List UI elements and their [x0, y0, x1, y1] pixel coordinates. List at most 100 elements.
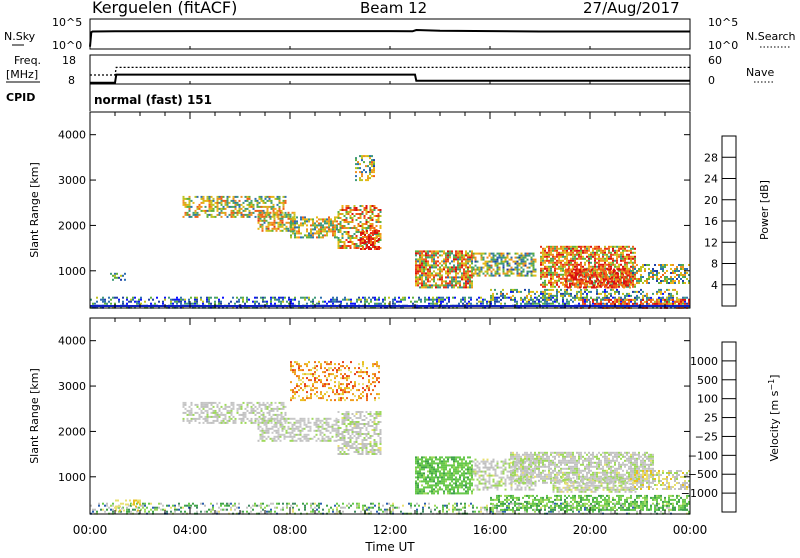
- heatmap-cell: [483, 263, 485, 265]
- heatmap-cell: [603, 281, 605, 283]
- heatmap-cell: [523, 259, 525, 261]
- heatmap-cell: [258, 216, 260, 218]
- heatmap-cell: [237, 412, 239, 414]
- heatmap-cell: [425, 256, 427, 258]
- heatmap-cell: [560, 252, 562, 254]
- heatmap-cell: [206, 297, 208, 299]
- heatmap-cell: [334, 216, 336, 218]
- heatmap-cell: [568, 293, 570, 295]
- heatmap-cell: [600, 299, 602, 301]
- heatmap-cell: [544, 260, 546, 262]
- heatmap-cell: [170, 303, 172, 305]
- heatmap-cell: [544, 268, 546, 270]
- heatmap-cell: [544, 280, 546, 282]
- heatmap-cell: [552, 260, 554, 262]
- heatmap-cell: [110, 303, 112, 305]
- heatmap-cell: [525, 255, 527, 257]
- heatmap-cell: [229, 196, 231, 198]
- heatmap-cell: [616, 291, 618, 293]
- heatmap-cell: [493, 269, 495, 271]
- heatmap-cell: [200, 299, 202, 301]
- heatmap-cell: [572, 258, 574, 260]
- heatmap-cell: [463, 270, 465, 272]
- heatmap-cell: [594, 266, 596, 268]
- heatmap-cell: [134, 297, 136, 299]
- heatmap-cell: [134, 301, 136, 303]
- heatmap-cell: [626, 266, 628, 268]
- heatmap-cell: [280, 297, 282, 299]
- heatmap-cell: [566, 511, 568, 513]
- heatmap-cell: [584, 252, 586, 254]
- heatmap-cell: [185, 404, 187, 406]
- heatmap-cell: [330, 220, 332, 222]
- heatmap-cell: [144, 503, 146, 505]
- heatmap-cell: [201, 210, 203, 212]
- heatmap-cell: [215, 414, 217, 416]
- heatmap-cell: [544, 272, 546, 274]
- heatmap-cell: [150, 303, 152, 305]
- heatmap-cell: [227, 412, 229, 414]
- power-heatmap: [90, 155, 690, 309]
- heatmap-cell: [433, 262, 435, 264]
- heatmap-cell: [354, 227, 356, 229]
- heatmap-cell: [373, 159, 375, 161]
- heatmap-cell: [585, 275, 587, 277]
- heatmap-cell: [332, 303, 334, 305]
- heatmap-cell: [590, 262, 592, 264]
- heatmap-cell: [516, 291, 518, 293]
- heatmap-cell: [229, 412, 231, 414]
- cpid-label: CPID: [6, 91, 35, 104]
- heatmap-cell: [239, 404, 241, 406]
- heatmap-cell: [632, 264, 634, 266]
- heatmap-cell: [207, 412, 209, 414]
- heatmap-cell: [359, 171, 361, 173]
- heatmap-cell: [648, 274, 650, 276]
- heatmap-cell: [447, 270, 449, 272]
- heatmap-cell: [376, 236, 378, 238]
- heatmap-cell: [630, 274, 632, 276]
- heatmap-cell: [189, 202, 191, 204]
- heatmap-cell: [544, 248, 546, 250]
- heatmap-cell: [660, 299, 662, 301]
- heatmap-cell: [227, 420, 229, 422]
- heatmap-cell: [222, 509, 224, 511]
- heatmap-cell: [552, 297, 554, 299]
- heatmap-cell: [318, 301, 320, 303]
- heatmap-cell: [531, 253, 533, 255]
- heatmap-cell: [322, 228, 324, 230]
- heatmap-cell: [566, 256, 568, 258]
- heatmap-cell: [191, 408, 193, 410]
- heatmap-cell: [546, 301, 548, 303]
- heatmap-cell: [600, 264, 602, 266]
- heatmap-cell: [451, 280, 453, 282]
- heatmap-cell: [544, 284, 546, 286]
- heatmap-cell: [211, 196, 213, 198]
- heatmap-cell: [292, 503, 294, 505]
- heatmap-cell: [372, 244, 374, 246]
- heatmap-cell: [417, 282, 419, 284]
- heatmap-cell: [449, 266, 451, 268]
- heatmap-cell: [605, 275, 607, 277]
- heatmap-cell: [266, 212, 268, 214]
- heatmap-cell: [608, 250, 610, 252]
- heatmap-cell: [255, 216, 257, 218]
- heatmap-cell: [461, 278, 463, 280]
- heatmap-cell: [522, 299, 524, 301]
- heatmap-cell: [326, 226, 328, 228]
- heatmap-cell: [682, 268, 684, 270]
- heatmap-cell: [344, 215, 346, 217]
- heatmap-cell: [429, 274, 431, 276]
- heatmap-cell: [613, 275, 615, 277]
- heatmap-cell: [491, 259, 493, 261]
- heatmap-cell: [439, 274, 441, 276]
- heatmap-cell: [318, 303, 320, 305]
- heatmap-cell: [615, 277, 617, 279]
- heatmap-cell: [324, 301, 326, 303]
- heatmap-cell: [628, 299, 630, 301]
- heatmap-cell: [433, 274, 435, 276]
- heatmap-cell: [356, 243, 358, 245]
- heatmap-cell: [203, 408, 205, 410]
- heatmap-cell: [664, 280, 666, 282]
- heatmap-cell: [221, 422, 223, 424]
- heatmap-cell: [443, 268, 445, 270]
